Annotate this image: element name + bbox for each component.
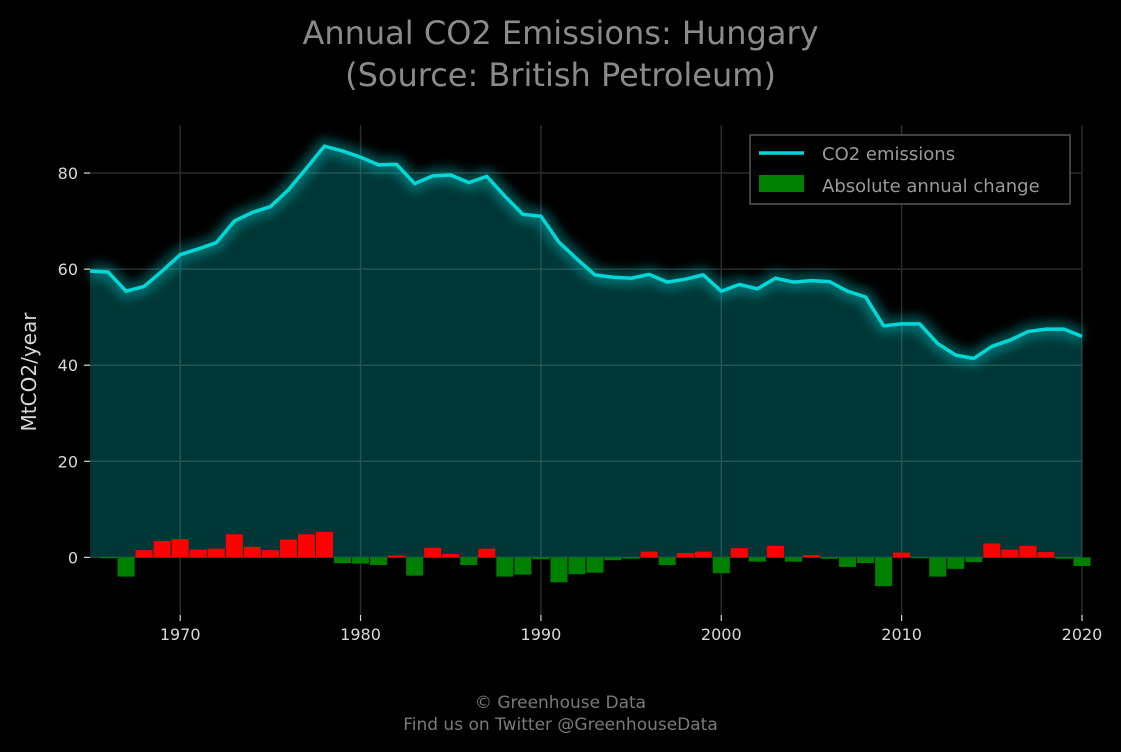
change-bar-1966 <box>99 557 117 559</box>
legend-label-change: Absolute annual change <box>822 176 1040 197</box>
change-bar-1994 <box>604 557 622 561</box>
change-bar-1986 <box>460 557 478 566</box>
y-tick-label-60: 60 <box>58 260 78 279</box>
change-bar-2018 <box>1037 552 1055 558</box>
change-bar-1983 <box>406 557 424 576</box>
change-bar-2005 <box>802 554 820 558</box>
change-bar-1974 <box>243 546 261 558</box>
change-bar-2020 <box>1073 557 1091 566</box>
change-bar-2011 <box>911 557 929 559</box>
change-bar-2019 <box>1055 557 1073 559</box>
change-bar-1989 <box>514 557 532 575</box>
x-tick-label-1990: 1990 <box>521 625 562 644</box>
x-tick-label-1980: 1980 <box>340 625 381 644</box>
change-bar-2010 <box>893 552 911 558</box>
change-bar-2004 <box>784 557 802 562</box>
change-bar-2012 <box>929 557 947 577</box>
change-bar-2003 <box>766 545 784 558</box>
change-bar-2009 <box>875 557 893 587</box>
emissions-area-fill <box>90 146 1082 558</box>
change-bar-1972 <box>207 548 225 558</box>
change-bar-1973 <box>225 534 243 558</box>
x-tick-label-1970: 1970 <box>160 625 201 644</box>
change-bar-1996 <box>640 551 658 558</box>
change-bar-1999 <box>694 551 712 558</box>
change-bar-1998 <box>676 553 694 558</box>
chart-title-line-2: (Source: British Petroleum) <box>345 56 776 94</box>
legend-bar-swatch <box>759 175 804 192</box>
emissions-area <box>90 146 1082 558</box>
change-bar-1975 <box>261 550 279 558</box>
x-tick-label-2020: 2020 <box>1062 625 1103 644</box>
legend-label-co2: CO2 emissions <box>822 144 955 165</box>
y-axis-label: MtCO2/year <box>17 312 41 432</box>
change-bar-1997 <box>658 557 676 566</box>
change-bar-2015 <box>983 543 1001 558</box>
change-bar-2000 <box>712 557 730 574</box>
change-bar-2017 <box>1019 545 1037 558</box>
emissions-line-group <box>89 138 1085 367</box>
change-bar-2014 <box>965 557 983 563</box>
change-bar-1982 <box>388 555 406 558</box>
change-bar-1992 <box>568 557 586 575</box>
legend: CO2 emissions Absolute annual change <box>749 134 1071 205</box>
x-tick-label-2000: 2000 <box>701 625 742 644</box>
change-bar-1991 <box>550 557 568 583</box>
legend-box <box>749 134 1071 205</box>
change-bar-1995 <box>622 557 640 559</box>
change-bar-2008 <box>857 557 875 564</box>
change-bar-1967 <box>117 557 135 577</box>
change-bar-1978 <box>315 531 333 558</box>
change-bar-1988 <box>496 557 514 577</box>
change-bar-1980 <box>352 557 370 564</box>
y-tick-label-40: 40 <box>58 356 78 375</box>
change-bar-1979 <box>333 557 352 564</box>
change-bar-2006 <box>820 557 839 559</box>
change-bar-1981 <box>370 557 388 566</box>
change-bar-1984 <box>424 547 442 558</box>
change-bar-2007 <box>839 557 857 567</box>
change-bar-1976 <box>279 539 297 558</box>
change-bar-2016 <box>1001 549 1019 558</box>
grid <box>90 125 1083 615</box>
x-tick-label-2010: 2010 <box>881 625 922 644</box>
change-bar-2002 <box>748 557 766 562</box>
y-tick-label-0: 0 <box>68 548 78 567</box>
emissions-line <box>89 144 1083 361</box>
change-bar-2001 <box>730 548 748 558</box>
footer-twitter: Find us on Twitter @GreenhouseData <box>403 715 718 735</box>
change-bar-2013 <box>947 557 965 569</box>
change-bar-1968 <box>135 550 153 558</box>
change-bar-1970 <box>171 539 189 558</box>
chart-title: Annual CO2 Emissions: Hungary (Source: B… <box>0 12 1121 96</box>
change-bar-1969 <box>153 541 171 558</box>
y-tick-label-20: 20 <box>58 452 78 471</box>
change-bar-1987 <box>478 548 496 558</box>
change-bar-1985 <box>442 553 460 558</box>
change-bar-1990 <box>532 557 550 560</box>
y-tick-label-80: 80 <box>58 164 78 183</box>
change-bar-1977 <box>297 534 315 558</box>
chart-title-line-1: Annual CO2 Emissions: Hungary <box>302 14 819 52</box>
change-bar-1971 <box>189 549 207 558</box>
annual-change-bars <box>99 531 1091 587</box>
footer-copyright: © Greenhouse Data <box>474 693 647 713</box>
axes: 1970 1980 1990 2000 2010 2020 0 20 40 60 80 <box>58 164 1103 644</box>
change-bar-1993 <box>586 557 604 573</box>
footer: © Greenhouse Data Find us on Twitter @Gr… <box>0 692 1121 736</box>
